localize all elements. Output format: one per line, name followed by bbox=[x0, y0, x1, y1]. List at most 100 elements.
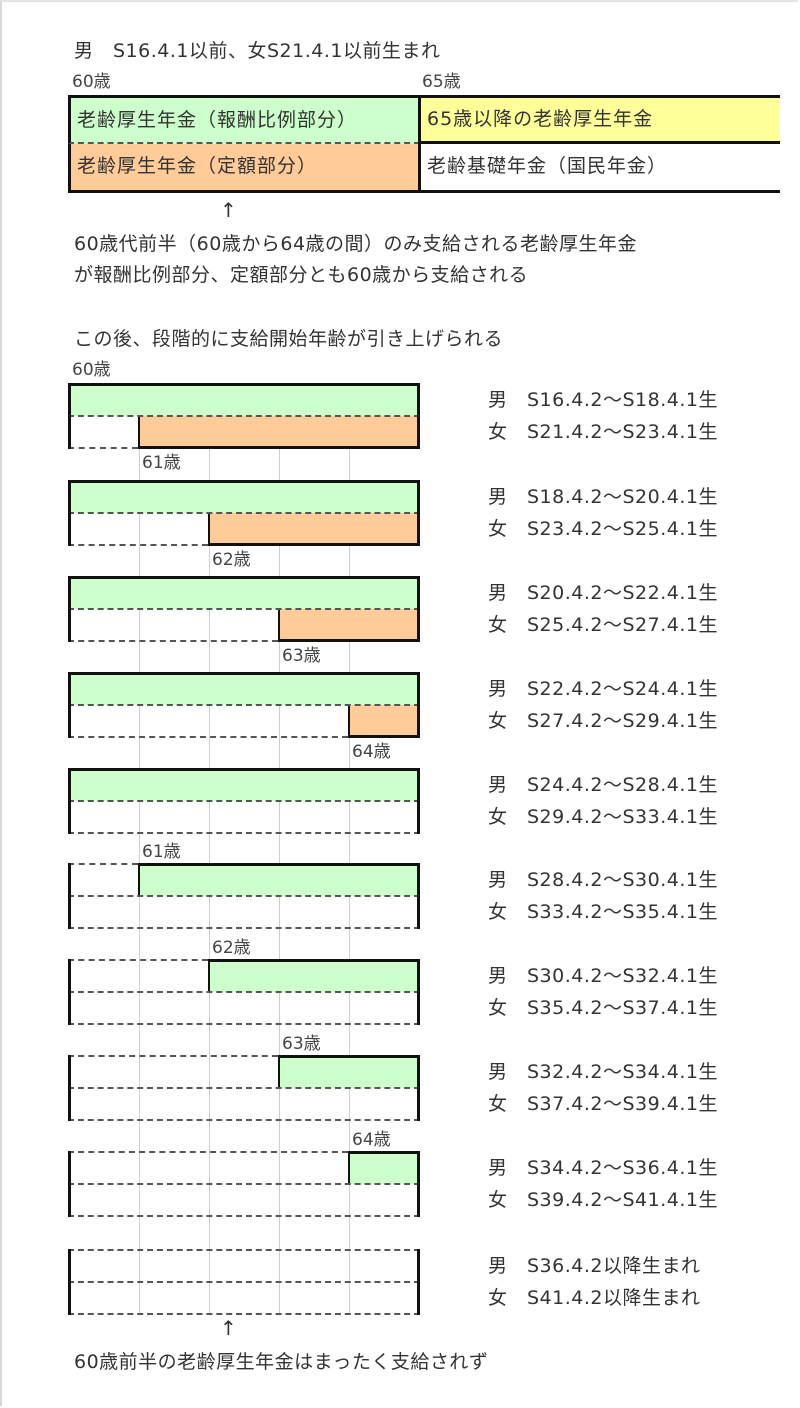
women-birth-range: 女 S21.4.2～S23.4.1生 bbox=[488, 421, 718, 443]
schedule-row bbox=[68, 672, 420, 738]
gridline bbox=[139, 383, 140, 1315]
reward-portion-bar bbox=[138, 863, 420, 896]
dashed-line bbox=[68, 1215, 420, 1217]
gridline bbox=[209, 383, 210, 1315]
birth-range-legend: 男 S24.4.2～S28.4.1生女 S29.4.2～S33.4.1生 bbox=[488, 769, 718, 833]
age-60-label: 60歳 bbox=[72, 72, 111, 92]
left-border bbox=[68, 1249, 71, 1315]
next-age-label: 63歳 bbox=[282, 646, 321, 666]
women-birth-range: 女 S37.4.2～S39.4.1生 bbox=[488, 1093, 718, 1115]
birth-range-legend: 男 S22.4.2～S24.4.1生女 S27.4.2～S29.4.1生 bbox=[488, 673, 718, 737]
top-note-line2: が報酬比例部分、定額部分とも60歳から支給される bbox=[74, 264, 529, 286]
men-birth-range: 男 S34.4.2～S36.4.1生 bbox=[488, 1157, 718, 1179]
schedule-row bbox=[68, 480, 420, 546]
birth-range-legend: 男 S34.4.2～S36.4.1生女 S39.4.2～S41.4.1生 bbox=[488, 1152, 718, 1216]
dashed-line bbox=[68, 1023, 420, 1025]
left-border bbox=[68, 1055, 71, 1121]
dashed-line bbox=[68, 512, 420, 514]
dashed-line bbox=[68, 1151, 348, 1153]
dashed-line bbox=[68, 959, 208, 961]
women-birth-range: 女 S25.4.2～S27.4.1生 bbox=[488, 614, 718, 636]
birth-range-legend: 男 S36.4.2以降生まれ女 S41.4.2以降生まれ bbox=[488, 1250, 701, 1314]
left-border bbox=[68, 383, 71, 449]
schedule-row bbox=[68, 383, 420, 449]
fixed-portion-bar bbox=[208, 513, 420, 546]
dashed-line bbox=[68, 927, 420, 929]
men-birth-range: 男 S36.4.2以降生まれ bbox=[488, 1255, 701, 1277]
start-age-label: 64歳 bbox=[352, 1130, 391, 1150]
right-border bbox=[417, 768, 420, 834]
men-birth-range: 男 S16.4.2～S18.4.1生 bbox=[488, 389, 718, 411]
reward-portion-bar bbox=[278, 1055, 420, 1088]
cell-basic-pension-text: 老齢基礎年金（国民年金） bbox=[427, 155, 668, 177]
men-birth-range: 男 S32.4.2～S34.4.1生 bbox=[488, 1061, 718, 1083]
right-border bbox=[417, 863, 420, 929]
dashed-line bbox=[68, 895, 420, 897]
right-border bbox=[417, 1249, 420, 1315]
fixed-portion-bar bbox=[278, 609, 420, 642]
birth-range-legend: 男 S32.4.2～S34.4.1生女 S37.4.2～S39.4.1生 bbox=[488, 1056, 718, 1120]
footer-note: 60歳前半の老齢厚生年金はまったく支給されず bbox=[74, 1351, 489, 1373]
reward-portion-bar bbox=[68, 576, 420, 609]
chart-60-label: 60歳 bbox=[72, 360, 111, 380]
dashed-line bbox=[68, 608, 420, 610]
reward-portion-bar bbox=[348, 1151, 420, 1184]
right-border bbox=[417, 383, 420, 449]
right-border bbox=[417, 1151, 420, 1217]
birth-range-legend: 男 S18.4.2～S20.4.1生女 S23.4.2～S25.4.1生 bbox=[488, 481, 718, 545]
schedule-row bbox=[68, 1249, 420, 1315]
left-border bbox=[68, 672, 71, 738]
left-border bbox=[68, 1151, 71, 1217]
schedule-row bbox=[68, 959, 420, 1025]
men-birth-range: 男 S20.4.2～S22.4.1生 bbox=[488, 582, 718, 604]
up-arrow-icon: ↑ bbox=[220, 1316, 237, 1340]
start-age-label: 63歳 bbox=[282, 1034, 321, 1054]
left-border bbox=[68, 576, 71, 642]
dashed-line bbox=[68, 544, 208, 546]
women-birth-range: 女 S35.4.2～S37.4.1生 bbox=[488, 997, 718, 1019]
birth-range-legend: 男 S16.4.2～S18.4.1生女 S21.4.2～S23.4.1生 bbox=[488, 384, 718, 448]
schedule-row bbox=[68, 863, 420, 929]
reward-portion-bar bbox=[68, 383, 420, 416]
dashed-line bbox=[68, 1119, 420, 1121]
cell-fixed-portion: 老齢厚生年金（定額部分） bbox=[68, 144, 420, 193]
women-birth-range: 女 S27.4.2～S29.4.1生 bbox=[488, 710, 718, 732]
left-border bbox=[68, 863, 71, 929]
start-age-label: 62歳 bbox=[212, 938, 251, 958]
right-border bbox=[417, 672, 420, 738]
dashed-line bbox=[68, 863, 138, 865]
men-birth-range: 男 S30.4.2～S32.4.1生 bbox=[488, 965, 718, 987]
dashed-line bbox=[68, 991, 420, 993]
next-age-label: 61歳 bbox=[142, 453, 181, 473]
dashed-line bbox=[68, 1183, 420, 1185]
reward-portion-bar bbox=[68, 480, 420, 513]
fixed-portion-bar bbox=[348, 705, 420, 738]
dashed-line bbox=[68, 1055, 278, 1057]
women-birth-range: 女 S23.4.2～S25.4.1生 bbox=[488, 518, 718, 540]
gridline bbox=[349, 383, 350, 1315]
age-65-label: 65歳 bbox=[422, 72, 461, 92]
dashed-line bbox=[68, 415, 420, 417]
women-birth-range: 女 S33.4.2～S35.4.1生 bbox=[488, 901, 718, 923]
dashed-line bbox=[68, 640, 278, 642]
up-arrow-icon: ↑ bbox=[220, 198, 237, 222]
pension-structure-table: 老齢厚生年金（報酬比例部分） 老齢厚生年金（定額部分） 65歳以降の老齢厚生年金… bbox=[68, 95, 780, 193]
next-age-label: 64歳 bbox=[352, 742, 391, 762]
schedule-row bbox=[68, 1055, 420, 1121]
men-birth-range: 男 S24.4.2～S28.4.1生 bbox=[488, 774, 718, 796]
schedule-row bbox=[68, 576, 420, 642]
reward-portion-bar bbox=[68, 768, 420, 801]
women-birth-range: 女 S39.4.2～S41.4.1生 bbox=[488, 1189, 718, 1211]
fixed-portion-bar bbox=[138, 416, 420, 449]
cell-after-65-text: 65歳以降の老齢厚生年金 bbox=[427, 108, 654, 130]
reward-portion-bar bbox=[68, 672, 420, 705]
cell-reward-portion-text: 老齢厚生年金（報酬比例部分） bbox=[77, 109, 358, 131]
next-age-label: 62歳 bbox=[212, 550, 251, 570]
women-birth-range: 女 S29.4.2～S33.4.1生 bbox=[488, 806, 718, 828]
men-birth-range: 男 S28.4.2～S30.4.1生 bbox=[488, 869, 718, 891]
birth-range-legend: 男 S28.4.2～S30.4.1生女 S33.4.2～S35.4.1生 bbox=[488, 864, 718, 928]
men-birth-range: 男 S18.4.2～S20.4.1生 bbox=[488, 486, 718, 508]
cell-basic-pension: 老齢基礎年金（国民年金） bbox=[418, 144, 780, 193]
dashed-line bbox=[68, 704, 420, 706]
